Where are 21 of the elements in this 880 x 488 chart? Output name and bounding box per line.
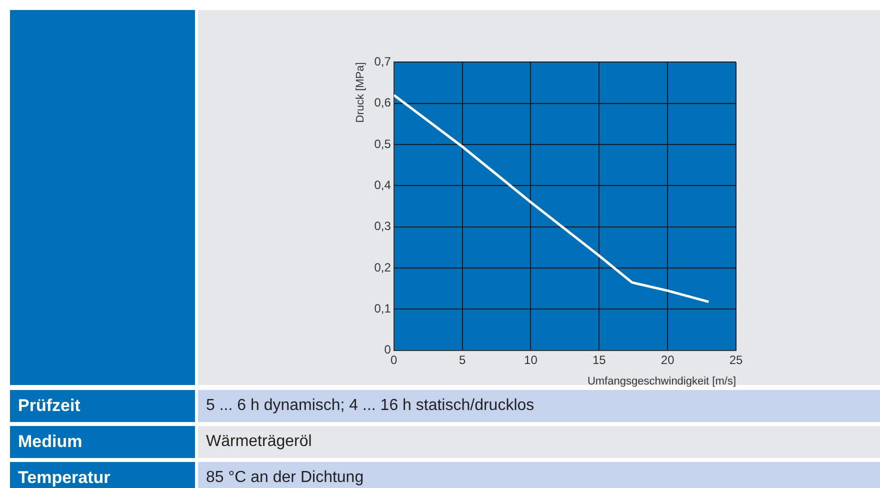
text: 5 ... 6 h dynamisch; 4 ... 16 h statisch/drucklos [198, 390, 880, 422]
y-axis-title: Druck [MPa] [354, 62, 367, 123]
x-tick-label: 5 [458, 352, 466, 367]
text: Prüfzeit [10, 390, 195, 422]
y-tick-label: 0,7 [374, 54, 392, 69]
x-axis-title: Umfangsgeschwindigkeit [m/s] [587, 375, 736, 388]
y-tick-label: 0,6 [374, 96, 392, 110]
x-tick-label: 25 [729, 352, 743, 367]
text: 85 °C an der Dichtung [198, 462, 880, 488]
x-tick-label: 10 [524, 352, 538, 367]
x-tick-label: 20 [660, 352, 675, 367]
text: Temperatur [10, 462, 195, 488]
text: Wärmeträgeröl [198, 426, 880, 458]
x-tick-label: 15 [592, 352, 606, 367]
y-tick-label: 0,2 [374, 260, 392, 274]
y-tick-label: 0 [384, 342, 392, 357]
y-tick-label: 0,4 [374, 178, 392, 192]
text: Medium [10, 426, 195, 458]
y-tick-label: 0,1 [374, 302, 392, 316]
y-tick-label: 0,5 [374, 136, 392, 151]
y-tick-label: 0,3 [374, 219, 392, 234]
